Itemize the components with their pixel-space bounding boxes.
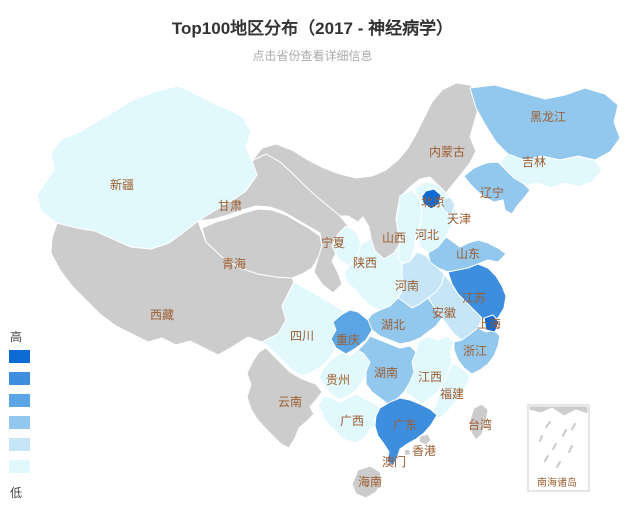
legend-low-label: 低 [10,486,22,500]
province-xianggang[interactable] [418,433,432,446]
label-guizhou: 贵州 [326,373,350,387]
label-tianjin: 天津 [447,212,471,226]
province-hunan[interactable] [357,335,417,405]
province-gansu[interactable] [197,153,351,294]
label-qinghai: 青海 [222,256,246,271]
label-liaoning: 辽宁 [480,185,504,200]
province-guangdong[interactable] [374,397,438,467]
province-sichuan[interactable] [261,281,345,377]
label-neimenggu: 内蒙古 [429,144,465,159]
inset-island-dash [544,455,549,462]
label-shandong: 山东 [456,247,480,261]
label-guangdong: 广东 [393,418,417,432]
province-liaoning[interactable] [463,161,531,215]
label-shaanxi: 陕西 [353,255,377,270]
label-heilongjiang: 黑龙江 [530,110,566,124]
province-zhejiang[interactable] [453,327,501,375]
province-aomen[interactable] [403,448,412,457]
province-yunnan[interactable] [246,347,323,449]
map-regions-level4 [357,84,621,405]
label-fujian: 福建 [440,386,464,401]
label-zhejiang: 浙江 [463,344,487,358]
province-shanghai[interactable] [483,314,500,333]
province-tianjin[interactable] [440,196,456,216]
label-hubei: 湖北 [381,317,405,332]
legend-swatch-2[interactable] [9,372,30,385]
legend-swatch-6[interactable] [9,460,30,473]
label-hainan: 海南 [358,474,382,489]
label-nanhai: 南海诸岛 [537,476,577,489]
inset-island-dash [571,423,576,430]
inset-island-dash [568,445,573,453]
province-hubei[interactable] [365,297,443,345]
visualmap-legend: 高 低 [9,329,30,500]
inset-box [527,404,590,492]
label-hebei: 河北 [415,228,439,242]
province-beijing[interactable] [421,188,442,210]
label-xianggang: 香港 [412,444,436,458]
label-guangxi: 广西 [340,414,364,428]
label-jilin: 吉林 [522,155,546,169]
province-fujian[interactable] [432,363,471,420]
label-shanghai: 上海 [477,316,501,331]
inset-island-dash [562,429,567,437]
province-labels: 新疆 西藏 青海 甘肃 内蒙古 黑龙江 吉林 辽宁 北京 天津 河北 山西 宁夏… [110,110,566,489]
chart-title: Top100地区分布（2017 - 神经病学） [171,19,454,38]
map-regions-gray [50,82,483,449]
inset-island-dash [556,461,561,468]
legend-swatch-3[interactable] [9,394,30,407]
province-neimenggu[interactable] [251,82,483,260]
province-taiwan[interactable] [469,403,489,441]
legend-swatch-1[interactable] [9,350,30,363]
label-xinjiang: 新疆 [110,177,134,192]
map-regions-islands [351,403,489,499]
inset-island-dash [545,421,551,428]
label-beijing: 北京 [421,195,445,209]
south-china-sea-inset[interactable]: 南海诸岛 [527,404,590,492]
label-taiwan: 台湾 [468,417,492,432]
province-ningxia[interactable] [331,225,362,267]
legend-swatch-5[interactable] [9,438,30,451]
label-chongqing: 重庆 [336,333,360,347]
label-jiangxi: 江西 [418,370,442,384]
legend-high-label: 高 [10,329,22,344]
label-hunan: 湖南 [374,365,398,380]
label-aomen: 澳门 [382,454,406,469]
inset-island-dash [552,443,557,450]
province-hainan[interactable] [351,465,383,499]
label-sichuan: 四川 [290,329,314,343]
legend-swatch-4[interactable] [9,416,30,429]
label-jiangsu: 江苏 [462,291,486,305]
chart-subtitle: 点击省份查看详细信息 [252,49,373,63]
label-shanxi: 山西 [382,231,406,245]
province-xinjiang[interactable] [36,85,258,250]
label-anhui: 安徽 [432,305,456,320]
province-jiangsu[interactable] [447,263,507,325]
inset-coast-shape [528,405,589,417]
province-chongqing[interactable] [330,309,373,355]
label-yunnan: 云南 [278,394,302,409]
label-ningxia: 宁夏 [321,235,345,250]
inset-island-dash [539,435,543,442]
label-xizang: 西藏 [150,308,174,322]
label-gansu: 甘肃 [218,199,242,213]
province-heilongjiang[interactable] [469,84,621,161]
province-guizhou[interactable] [318,349,372,401]
label-henan: 河南 [395,278,419,293]
